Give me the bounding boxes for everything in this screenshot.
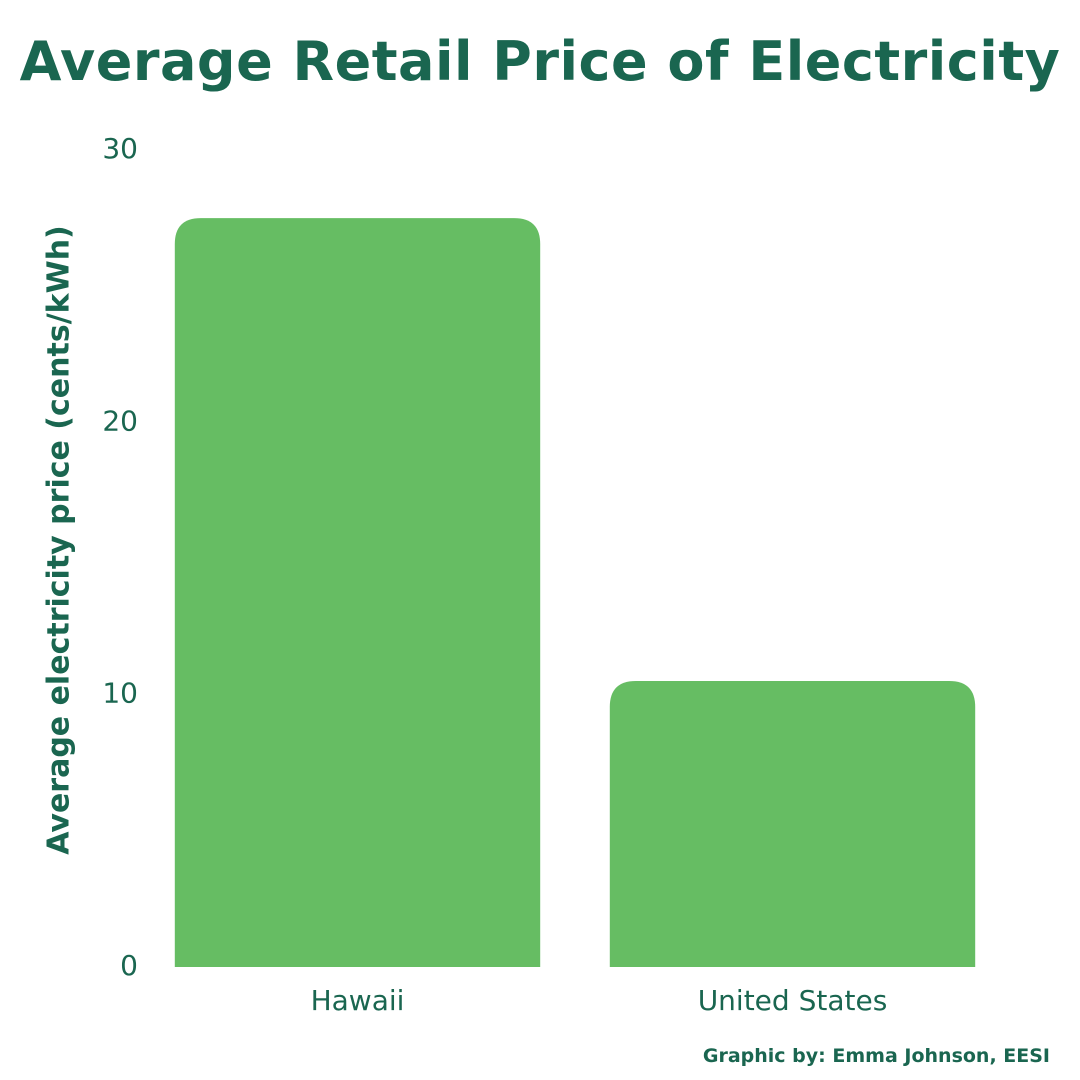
- bar-hawaii: [174, 218, 541, 968]
- bar-united-states: [609, 681, 976, 967]
- y-tick-label: 30: [102, 132, 138, 165]
- y-tick-label: 20: [102, 404, 138, 437]
- y-tick-label: 10: [102, 677, 138, 710]
- x-tick-label: Hawaii: [311, 984, 405, 1017]
- chart-title: Average Retail Price of Electricity: [19, 30, 1061, 93]
- y-axis-ticks: 0 10 20 30: [102, 132, 138, 982]
- y-tick-label: 0: [120, 949, 138, 982]
- y-axis-label: Average electricity price (cents/kWh): [42, 225, 77, 855]
- x-tick-label: United States: [698, 984, 888, 1017]
- x-axis-ticks: Hawaii United States: [311, 984, 888, 1017]
- graphic-credit: Graphic by: Emma Johnson, EESI: [702, 1045, 1050, 1067]
- bars: [174, 218, 976, 968]
